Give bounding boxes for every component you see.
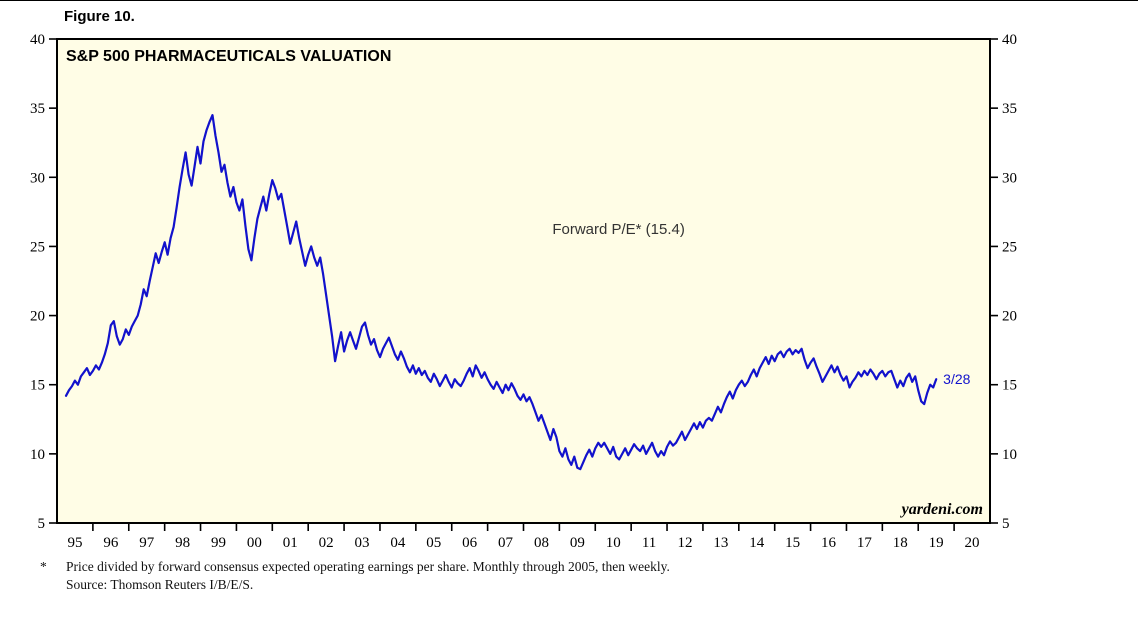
series-annotation: Forward P/E* (15.4) (552, 221, 685, 238)
x-axis-label: 16 (821, 535, 837, 551)
y-axis-label-right: 10 (1002, 447, 1017, 463)
forward-pe-line (64, 113, 938, 471)
x-axis-label: 97 (139, 535, 155, 551)
x-axis-label: 02 (319, 535, 334, 551)
x-axis-label: 06 (462, 535, 478, 551)
x-axis-label: 03 (355, 535, 370, 551)
x-axis-label: 17 (857, 535, 873, 551)
x-axis-label: 98 (175, 535, 190, 551)
footnote-line2: Source: Thomson Reuters I/B/E/S. (66, 576, 254, 592)
x-axis-label: 18 (893, 535, 908, 551)
latest-value-label: 3/28 (943, 371, 970, 387)
chart-title: S&P 500 PHARMACEUTICALS VALUATION (66, 48, 391, 65)
x-axis-label: 08 (534, 535, 549, 551)
forward-pe-chart: 5 5 10 10 15 15 20 20 25 25 30 30 35 35 40 40 95 96 97 98 99… (30, 32, 1017, 551)
y-axis-label-right: 35 (1002, 101, 1017, 117)
x-axis-label: 20 (965, 535, 980, 551)
x-axis-label: 05 (426, 535, 441, 551)
x-axis-label: 96 (103, 535, 119, 551)
x-axis-label: 19 (929, 535, 944, 551)
x-axis-label: 01 (283, 535, 298, 551)
x-axis-label: 13 (713, 535, 728, 551)
x-axis-label: 04 (390, 535, 406, 551)
x-axis-label: 14 (749, 535, 765, 551)
x-axis-label: 12 (677, 535, 692, 551)
footnote: * Price divided by forward consensus exp… (40, 558, 1020, 593)
y-axis-label-left: 20 (30, 309, 45, 325)
y-axis-label-right: 20 (1002, 309, 1017, 325)
x-axis-label: 09 (570, 535, 585, 551)
y-axis-label-left: 30 (30, 170, 45, 186)
y-axis-label-left: 15 (30, 378, 45, 394)
y-axis-label-left: 40 (30, 32, 45, 48)
y-axis-label-right: 30 (1002, 170, 1017, 186)
x-axis-label: 99 (211, 535, 226, 551)
y-axis-label-right: 40 (1002, 32, 1017, 48)
plot-area (56, 38, 991, 524)
y-axis-label-right: 25 (1002, 239, 1017, 255)
x-axis-label: 11 (642, 535, 656, 551)
x-axis-label: 10 (606, 535, 621, 551)
y-axis-label-left: 25 (30, 239, 45, 255)
y-axis-label-left: 5 (38, 516, 46, 532)
footnote-marker: * (40, 559, 47, 574)
y-axis-label-left: 35 (30, 101, 45, 117)
x-axis-label: 07 (498, 535, 514, 551)
watermark: yardeni.com (900, 501, 983, 518)
x-axis-label: 95 (67, 535, 82, 551)
x-axis-label: 00 (247, 535, 262, 551)
footnote-line1: Price divided by forward consensus expec… (66, 559, 670, 574)
figure-number-label: Figure 10. (64, 8, 135, 25)
y-axis-label-right: 15 (1002, 378, 1017, 394)
footnote-text: Price divided by forward consensus expec… (66, 558, 670, 593)
y-axis-label-left: 10 (30, 447, 45, 463)
x-axis-label: 15 (785, 535, 800, 551)
y-axis-label-right: 5 (1002, 516, 1010, 532)
